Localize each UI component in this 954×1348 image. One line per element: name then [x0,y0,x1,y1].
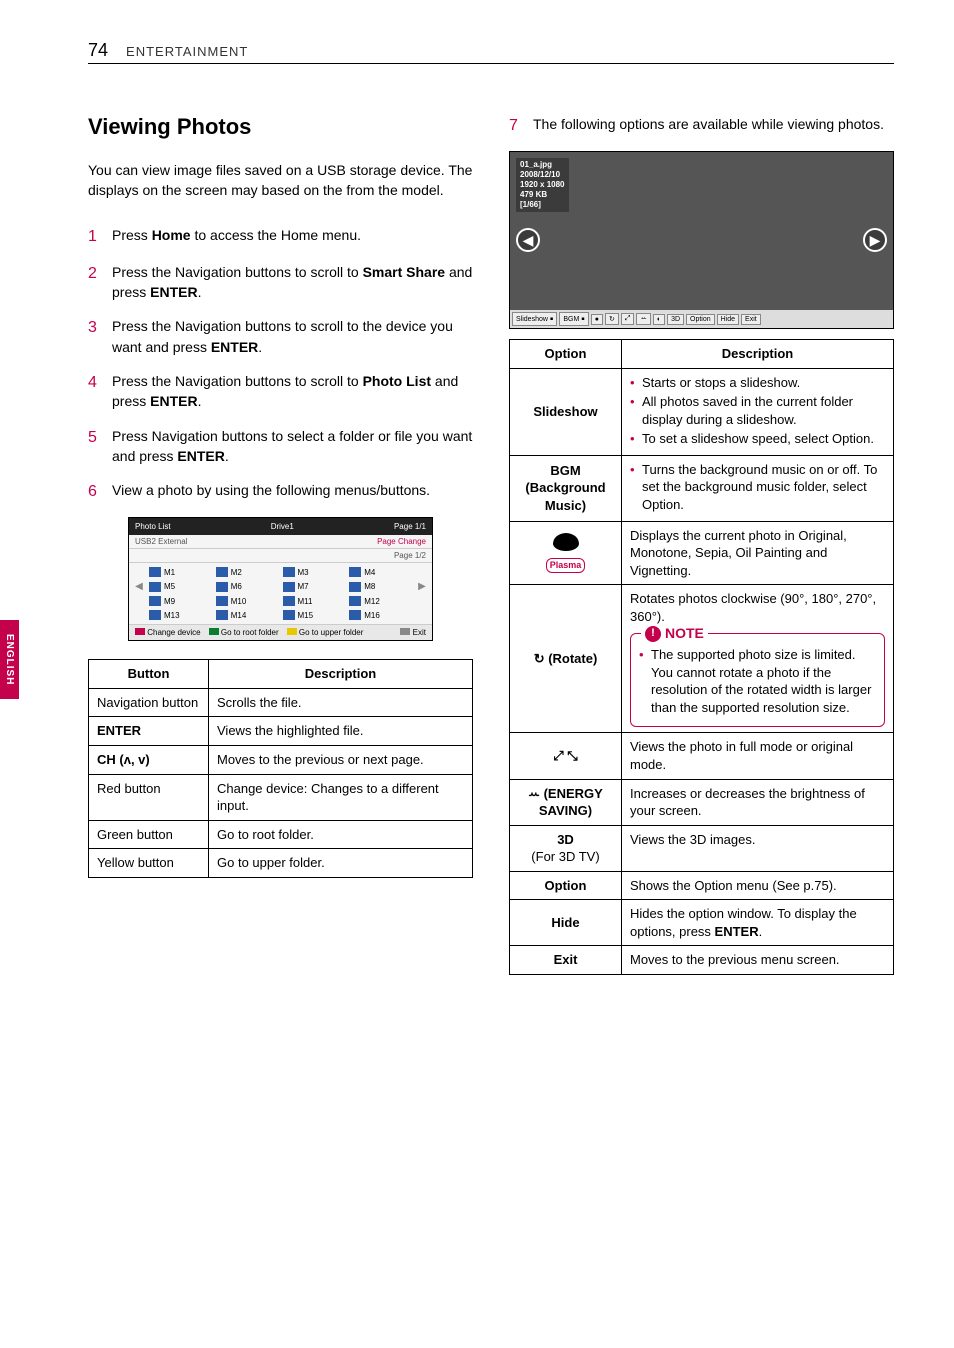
folder-item[interactable]: M8 [349,582,412,592]
section-name: ENTERTAINMENT [126,44,248,59]
grid-next-icon[interactable]: ▶ [416,581,428,592]
folder-icon [149,610,161,620]
next-photo-button[interactable]: ▶ [863,228,887,252]
folder-item[interactable]: M16 [349,610,412,620]
folder-icon [349,610,361,620]
folder-icon [349,582,361,592]
steps-list: 1 Press Home to access the Home menu. 2 … [88,225,473,504]
toolbar-button[interactable]: 3D [667,314,684,325]
step-4: 4 Press the Navigation buttons to scroll… [88,371,473,412]
folder-item[interactable]: M2 [216,567,279,577]
option-energy: ꕀ (ENERGY SAVING) Increases or decreases… [510,779,894,825]
folder-icon [149,567,161,577]
option-slideshow: Slideshow Starts or stops a slideshow. A… [510,368,894,455]
folder-icon [283,610,295,620]
toolbar-button[interactable]: ◐ [653,314,665,325]
folder-item[interactable]: M9 [149,596,212,606]
folder-icon [349,596,361,606]
option-option: Option Shows the Option menu (See p.75). [510,871,894,900]
change-device-button[interactable]: Change device [135,628,201,637]
table-row: Green buttonGo to root folder. [89,820,473,849]
toolbar-button[interactable]: ● [591,314,603,325]
toolbar-button[interactable]: Hide [717,314,739,325]
page-number: 74 [88,40,108,61]
note-box: !NOTE The supported photo size is limite… [630,633,885,727]
folder-icon [283,582,295,592]
upper-folder-button[interactable]: Go to upper folder [287,628,364,637]
toolbar-button[interactable]: Exit [741,314,761,325]
folder-icon [216,582,228,592]
folder-item[interactable]: M5 [149,582,212,592]
plasma-badge: Plasma [546,558,586,572]
folder-icon [149,582,161,592]
folder-icon [216,610,228,620]
folder-icon [283,596,295,606]
folder-item[interactable]: M4 [349,567,412,577]
page-header: 74 ENTERTAINMENT [88,40,894,64]
option-fullmode: ⤢ ⤡ Views the photo in full mode or orig… [510,733,894,779]
step-3: 3 Press the Navigation buttons to scroll… [88,316,473,357]
photo-list-figure: Photo List Drive1 Page 1/1 USB2 External… [128,517,433,641]
toolbar-button[interactable]: Slideshow ￭ [512,312,557,326]
photo-viewer-figure: 01_a.jpg 2008/12/10 1920 x 1080 479 KB [… [509,151,894,329]
table-row: CH (ʌ, v)Moves to the previous or next p… [89,745,473,774]
folder-item[interactable]: M6 [216,582,279,592]
folder-item[interactable]: M14 [216,610,279,620]
fullmode-icon: ⤢ ⤡ [553,748,577,763]
folder-item[interactable]: M12 [349,596,412,606]
step-1: 1 Press Home to access the Home menu. [88,225,473,248]
photolist-grid: M1 M2 M3M4 ◀ M5 M6 M7M8 ▶ M9 M10 M11M12 M13 M14 M15M1… [129,563,432,624]
folder-item[interactable]: M7 [283,582,346,592]
folder-icon [283,567,295,577]
folder-item[interactable]: M11 [283,596,346,606]
exit-button[interactable]: Exit [400,628,426,637]
folder-item[interactable]: M3 [283,567,346,577]
toolbar-button[interactable]: Option [686,314,715,325]
folder-item[interactable]: M13 [149,610,212,620]
folder-icon [216,567,228,577]
folder-icon [149,596,161,606]
table-row: Red buttonChange device: Changes to a di… [89,774,473,820]
toolbar-button[interactable]: ↻ [605,313,619,325]
option-palette: Plasma Displays the current photo in Ori… [510,521,894,585]
step-6: 6 View a photo by using the following me… [88,480,473,503]
option-bgm: BGM (Background Music) Turns the backgro… [510,455,894,521]
option-hide: Hide Hides the option window. To display… [510,900,894,946]
folder-item[interactable]: M15 [283,610,346,620]
photo-overlay: 01_a.jpg 2008/12/10 1920 x 1080 479 KB [… [516,158,569,212]
folder-item[interactable]: M10 [216,596,279,606]
prev-photo-button[interactable]: ◀ [516,228,540,252]
option-exit: Exit Moves to the previous menu screen. [510,946,894,975]
step-5: 5 Press Navigation buttons to select a f… [88,426,473,467]
table-row: Navigation buttonScrolls the file. [89,688,473,717]
toolbar-button[interactable]: BGM ￭ [559,312,588,326]
folder-item[interactable]: M1 [149,567,212,577]
step-7: 7 The following options are available wh… [509,114,894,137]
viewer-toolbar: Slideshow ￭BGM ￭●↻⤢ꕀ◐3DOptionHideExit [510,310,893,328]
grid-prev-icon[interactable]: ◀ [133,581,145,592]
button-table: Button Description Navigation buttonScro… [88,659,473,877]
photolist-title: Photo List [135,522,171,531]
root-folder-button[interactable]: Go to root folder [209,628,279,637]
palette-icon [553,533,579,551]
toolbar-button[interactable]: ꕀ [636,313,650,325]
table-row: Yellow buttonGo to upper folder. [89,849,473,878]
option-rotate: ↻ (Rotate) Rotates photos clockwise (90°… [510,585,894,733]
intro-text: You can view image files saved on a USB … [88,160,473,201]
folder-icon [216,596,228,606]
options-table: Option Description Slideshow Starts or s… [509,339,894,975]
folder-icon [349,567,361,577]
alert-icon: ! [645,626,661,642]
step-2: 2 Press the Navigation buttons to scroll… [88,262,473,303]
steps-list-right: 7 The following options are available wh… [509,114,894,137]
toolbar-button[interactable]: ⤢ [621,313,635,325]
option-3d: 3D (For 3D TV) Views the 3D images. [510,825,894,871]
table-row: ENTERViews the highlighted file. [89,717,473,746]
page-title: Viewing Photos [88,114,473,140]
